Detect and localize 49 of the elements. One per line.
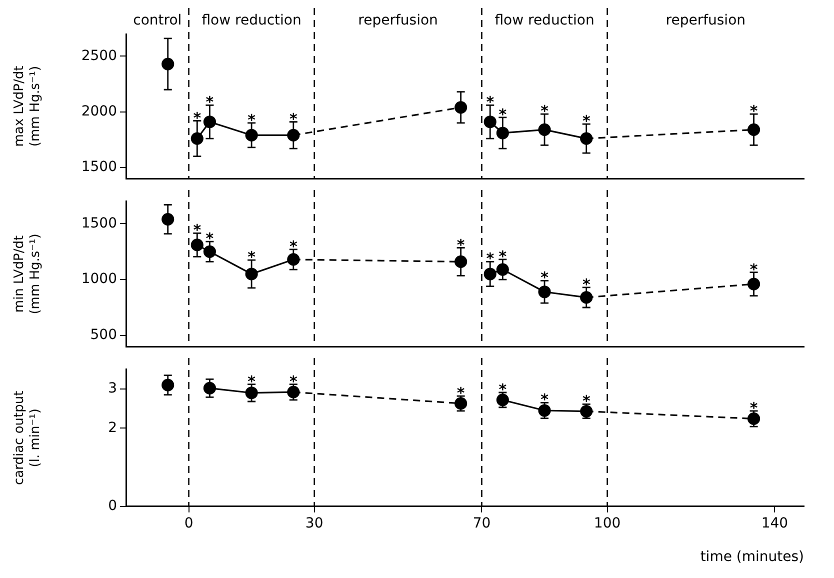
y-tick-label: 1000 — [81, 271, 117, 288]
data-label: * — [248, 372, 256, 390]
data-label: * — [193, 221, 202, 240]
data-label: * — [289, 237, 298, 256]
data-label: * — [486, 93, 494, 112]
data-label: * — [289, 110, 298, 128]
data-label: * — [582, 112, 590, 130]
data-label: * — [750, 260, 758, 278]
y-tick-label: 3 — [108, 380, 117, 397]
text: reperfusion — [666, 12, 746, 29]
y-tick-label: 1500 — [81, 215, 117, 232]
y-tick-label: 1500 — [81, 159, 117, 176]
y-tick-label: 2500 — [81, 48, 117, 64]
x-tick-label: 0 — [184, 515, 194, 532]
data-label: * — [540, 102, 549, 120]
data-label: * — [498, 380, 507, 398]
y-tick-label: 2 — [108, 420, 117, 436]
y-axis-title: cardiac output (l. min⁻¹) — [12, 390, 43, 486]
x-tick-label: 140 — [761, 515, 788, 532]
data-label: * — [750, 398, 758, 417]
data-label: * — [498, 105, 507, 124]
data-label: * — [193, 108, 202, 127]
x-axis-title: time (minutes) — [700, 549, 804, 566]
y-tick-label: 500 — [90, 327, 117, 344]
y-tick-label: 0 — [108, 498, 117, 514]
y-axis-title: min LVdP/dt (mm Hg.s⁻¹) — [12, 234, 43, 314]
text: flow reduction — [494, 12, 594, 29]
x-tick-label: 30 — [305, 515, 324, 532]
x-tick-label: 100 — [594, 515, 621, 532]
x-tick-label: 70 — [472, 515, 491, 532]
data-label: * — [582, 392, 590, 410]
data-label: * — [498, 247, 507, 266]
data-label: * — [289, 372, 298, 390]
data-label: * — [582, 275, 590, 294]
y-tick-label: 2000 — [81, 104, 117, 120]
data-label: * — [248, 248, 256, 266]
data-label: * — [206, 93, 214, 112]
text: flow reduction — [202, 12, 302, 29]
data-label: * — [540, 268, 549, 287]
y-axis-title: max LVdP/dt (mm Hg.s⁻¹) — [12, 66, 43, 147]
data-label: * — [486, 250, 494, 268]
data-label: * — [206, 230, 214, 248]
data-label: * — [456, 236, 465, 254]
data-label: * — [456, 384, 465, 402]
text: reperfusion — [358, 12, 438, 29]
data-label: * — [248, 110, 256, 129]
data-label: * — [540, 390, 549, 409]
text: control — [133, 12, 182, 29]
data-label: * — [750, 102, 758, 120]
